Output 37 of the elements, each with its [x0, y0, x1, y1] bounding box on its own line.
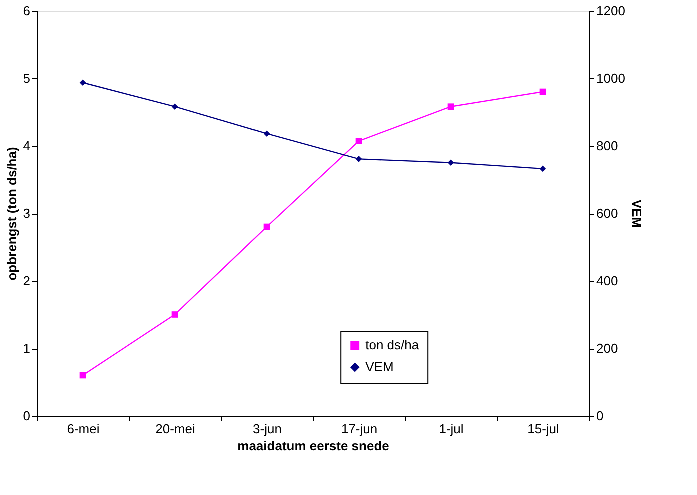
point: [264, 224, 270, 230]
y-tick-label: 3: [23, 206, 30, 221]
point: [540, 88, 546, 96]
point: [172, 312, 178, 318]
y2-tick-label: 0: [596, 408, 604, 424]
y-tick-label: 4: [23, 138, 30, 154]
y2-tick-label: 1200: [596, 4, 626, 18]
y-tick-label: 2: [23, 274, 30, 288]
y2-tick-label: 1000: [596, 71, 626, 86]
point: [448, 104, 454, 110]
point: [356, 156, 362, 162]
point: [80, 80, 86, 86]
x-tick-label: 15-jul: [528, 422, 560, 436]
y-tick-label: 1: [23, 341, 30, 356]
y-tick-label: 0: [23, 408, 30, 424]
x-tick-label: 20-mei: [156, 422, 196, 436]
point: [448, 160, 454, 166]
x-tick-label: 17-jun: [341, 422, 378, 436]
legend-label: ton ds/ha: [366, 338, 420, 352]
y-tick-label: 5: [23, 71, 30, 86]
y-axis-title: opbrengst (ton ds/ha): [4, 147, 20, 281]
y2-tick-label: 400: [596, 274, 618, 288]
x-tick-label: 3-jun: [253, 422, 282, 436]
y2-tick-label: 600: [596, 206, 618, 221]
point: [540, 166, 546, 172]
point: [356, 138, 362, 144]
y2-axis-title: VEM: [629, 200, 644, 228]
point: [172, 104, 178, 110]
point: [264, 130, 270, 138]
x-tick-label: 6-mei: [67, 422, 100, 436]
x-axis-title: maaidatum eerste snede: [238, 438, 390, 454]
x-tick-label: 1-jul: [439, 422, 464, 436]
point: [80, 372, 86, 379]
y2-tick-label: 800: [596, 138, 618, 154]
y-tick-label: 6: [23, 4, 30, 18]
y2-tick-label: 200: [596, 341, 618, 356]
legend-label: VEM: [366, 360, 394, 374]
